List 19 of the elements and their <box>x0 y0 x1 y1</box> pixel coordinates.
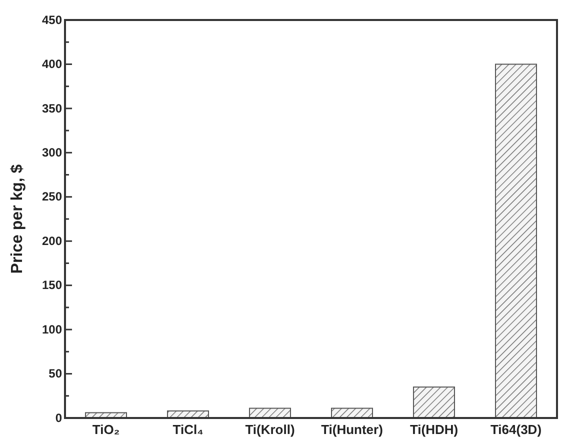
x-tick-label: Ti(HDH) <box>410 422 458 437</box>
y-tick-label: 300 <box>42 146 62 160</box>
x-tick-label: Ti(Kroll) <box>245 422 295 437</box>
y-tick-label: 0 <box>55 410 62 425</box>
y-axis-title: Price per kg, $ <box>9 164 26 274</box>
bar <box>413 386 455 418</box>
y-tick-label: 50 <box>48 366 62 381</box>
x-tick-label: TiCl₄ <box>172 422 204 437</box>
y-tick-label: 350 <box>42 101 62 116</box>
y-tick-label: 450 <box>42 12 62 27</box>
y-tick-label: 400 <box>42 57 62 72</box>
x-tick-label: Ti(Hunter) <box>321 422 383 437</box>
y-tick-label: 250 <box>42 190 62 204</box>
bar <box>495 64 537 418</box>
y-tick-label: 100 <box>42 322 62 336</box>
x-tick-label: TiO₂ <box>92 422 120 437</box>
y-tick-label: 150 <box>42 278 62 292</box>
x-tick-label: Ti64(3D) <box>490 422 542 437</box>
y-tick-label: 200 <box>42 234 62 248</box>
